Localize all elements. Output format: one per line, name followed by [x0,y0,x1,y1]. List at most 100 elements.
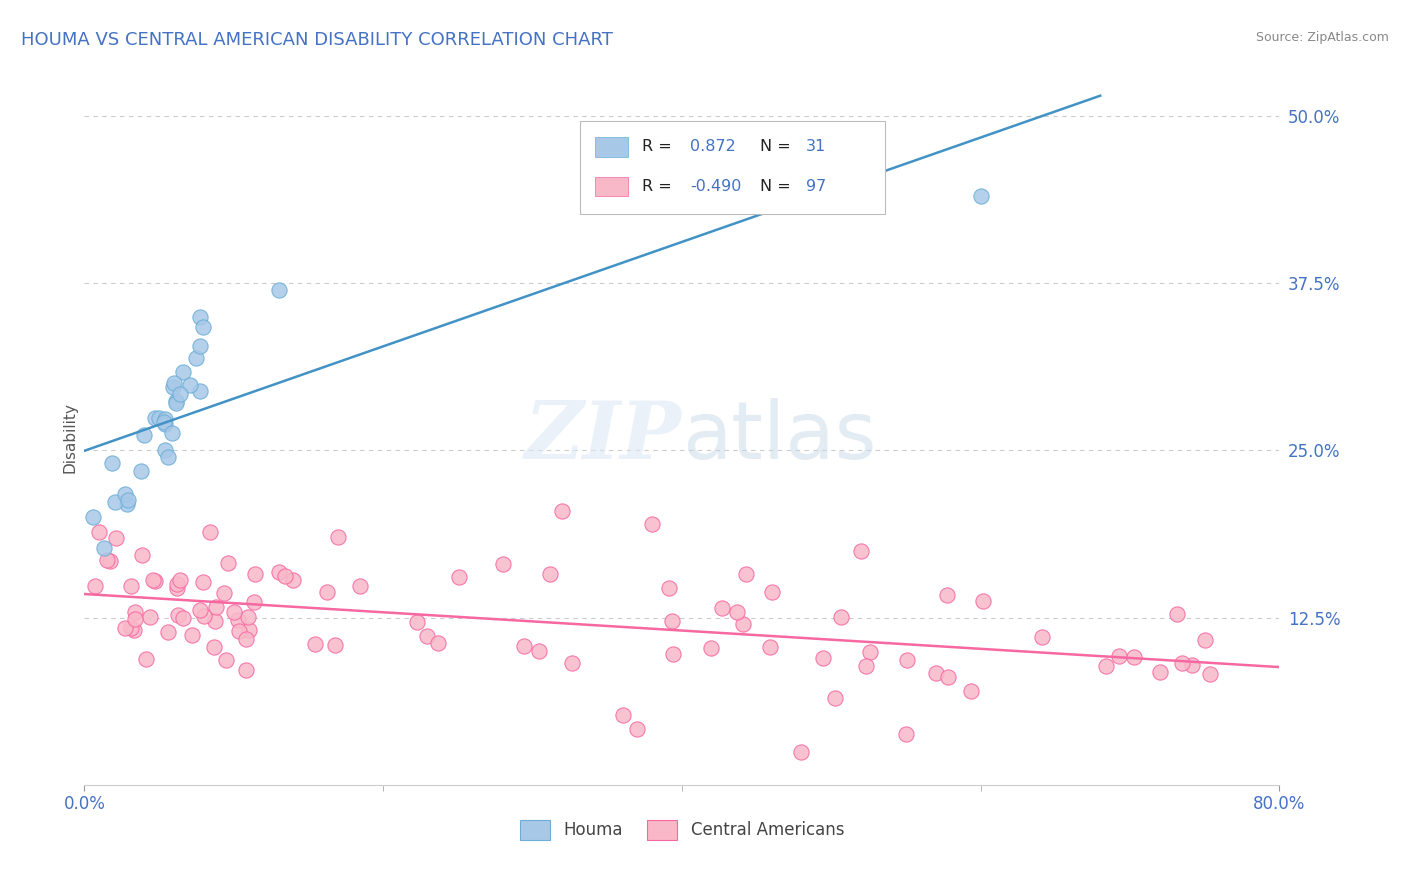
Text: HOUMA VS CENTRAL AMERICAN DISABILITY CORRELATION CHART: HOUMA VS CENTRAL AMERICAN DISABILITY COR… [21,31,613,49]
Central Americans [200,525,222,540]
Central Americans [96,553,118,567]
Central Americans [281,573,304,587]
Central Americans [191,574,214,589]
Houma [165,396,187,410]
Houma [188,339,211,353]
Central Americans [538,567,561,582]
Central Americans [824,691,846,706]
Central Americans [98,554,121,568]
Houma [267,283,290,297]
Central Americans [1149,665,1171,680]
Central Americans [1031,630,1053,644]
Central Americans [492,557,515,572]
Central Americans [811,651,834,665]
Houma [93,541,115,555]
Central Americans [89,524,111,539]
Central Americans [427,636,450,650]
Central Americans [758,640,780,654]
Houma [162,380,184,394]
Houma [153,417,176,431]
Houma [160,426,183,441]
Text: Source: ZipAtlas.com: Source: ZipAtlas.com [1256,31,1389,45]
Central Americans [180,628,202,642]
Y-axis label: Disability: Disability [62,401,77,473]
Central Americans [166,581,188,595]
Central Americans [1171,656,1194,670]
Central Americans [228,624,250,638]
Central Americans [735,567,758,582]
Central Americans [120,579,142,593]
Bar [595,177,628,196]
Text: ZIP: ZIP [524,399,682,475]
Text: -0.490: -0.490 [690,179,741,194]
Houma [82,510,104,524]
Houma [193,320,215,334]
Houma [114,487,136,501]
Central Americans [894,727,917,741]
Central Americans [202,640,225,655]
Central Americans [406,615,429,629]
Central Americans [661,614,683,628]
Central Americans [135,652,157,666]
Central Americans [959,684,981,698]
Text: R =: R = [643,139,678,154]
Central Americans [626,722,648,736]
Houma [188,384,211,399]
Central Americans [349,579,371,593]
Central Americans [855,659,877,673]
Text: N =: N = [759,179,796,194]
Central Americans [215,652,238,666]
Central Americans [138,610,160,624]
Central Americans [1166,607,1188,621]
Central Americans [527,644,550,658]
Central Americans [1198,667,1220,681]
Central Americans [204,600,226,615]
Central Americans [188,603,211,617]
Central Americans [761,584,783,599]
Text: R =: R = [643,179,678,194]
Central Americans [212,586,235,600]
Central Americans [105,531,128,545]
Central Americans [830,610,852,624]
Central Americans [1181,657,1204,672]
Houma [153,415,176,429]
Central Americans [1122,649,1144,664]
Central Americans [243,566,266,581]
Central Americans [166,576,188,591]
Central Americans [238,624,260,638]
Text: N =: N = [759,139,796,154]
Houma [172,365,194,379]
Houma [148,410,170,425]
Central Americans [167,607,190,622]
Central Americans [143,574,166,588]
Central Americans [925,666,948,681]
Central Americans [851,544,873,558]
Central Americans [124,605,146,619]
Central Americans [790,744,813,758]
Central Americans [193,609,215,624]
Houma [156,450,179,464]
Central Americans [204,615,226,629]
Central Americans [169,573,191,587]
Central Americans [658,581,681,595]
Legend: Houma, Central Americans: Houma, Central Americans [513,814,851,847]
Text: 31: 31 [806,139,827,154]
Central Americans [156,625,179,640]
Central Americans [328,530,350,544]
Bar [581,120,886,214]
Central Americans [226,613,249,627]
Central Americans [172,611,194,625]
Central Americans [131,548,153,562]
Houma [145,411,167,425]
Central Americans [551,503,574,517]
Central Americans [323,638,346,652]
Central Americans [235,632,257,646]
Houma [162,376,184,391]
Central Americans [896,653,918,667]
Central Americans [122,624,145,638]
Central Americans [114,621,136,635]
Central Americans [641,516,664,531]
Houma [169,387,191,401]
Central Americans [972,594,994,608]
Central Americans [561,657,583,671]
